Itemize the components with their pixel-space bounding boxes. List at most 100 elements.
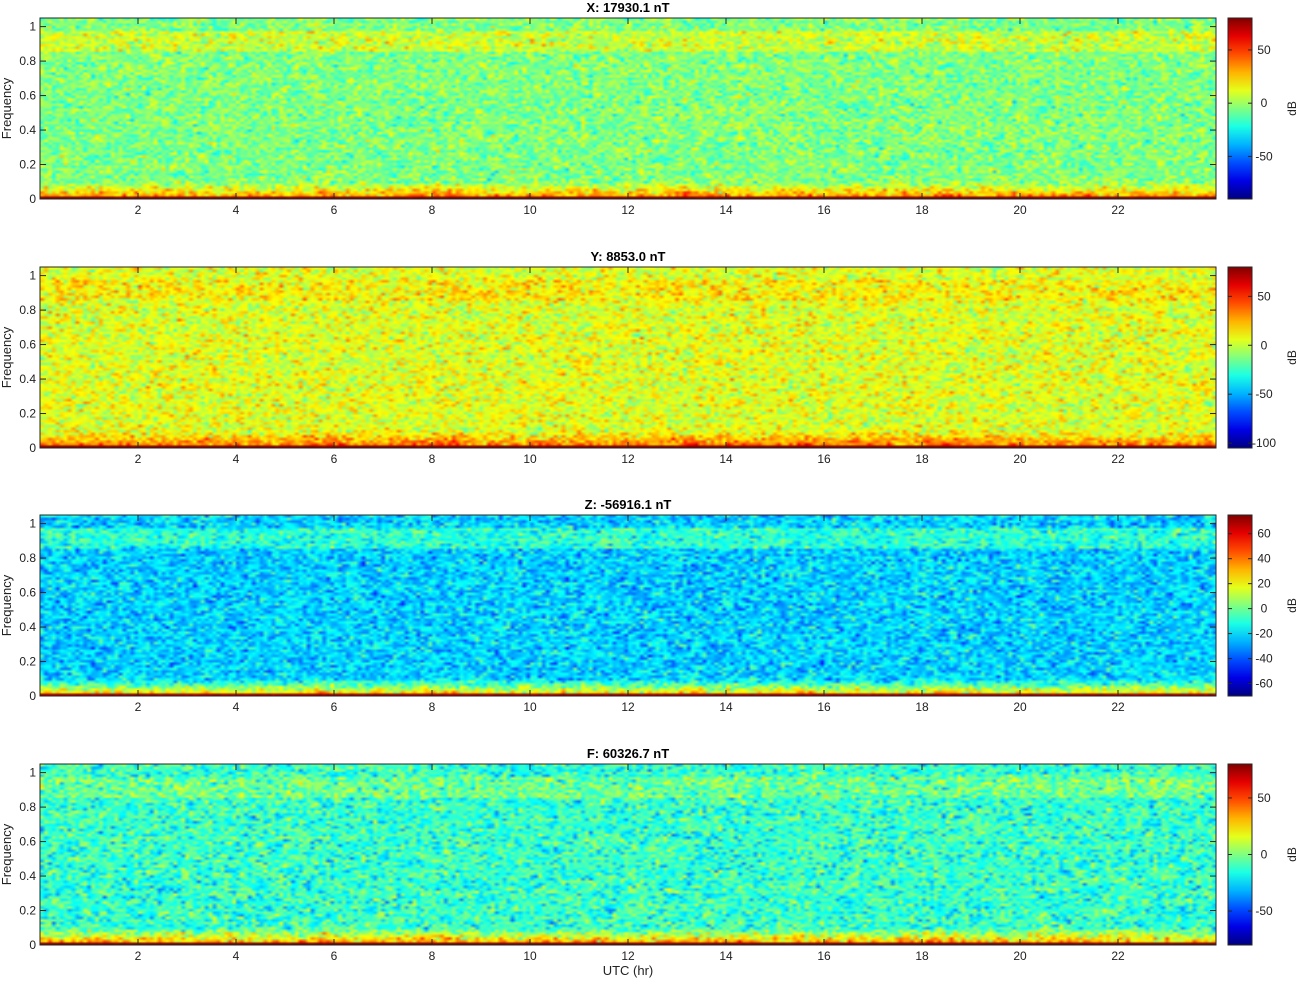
y-tick-label: 0.2 (19, 904, 36, 918)
x-tick-label: 18 (915, 203, 929, 217)
colorbar-tick-label: -50 (1255, 387, 1273, 401)
x-tick-label: 20 (1013, 700, 1027, 714)
colorbar-tick-label: 0 (1261, 338, 1268, 352)
heatmap-image (40, 764, 1216, 945)
colorbar (1227, 266, 1253, 449)
x-tick-label: 16 (817, 700, 831, 714)
colorbar-tick-label: -20 (1255, 627, 1273, 641)
y-tick-label: 0.4 (19, 372, 36, 386)
x-tick-label: 14 (719, 452, 733, 466)
colorbar-tick-label: 60 (1257, 527, 1271, 541)
y-tick-label: 0 (29, 689, 36, 703)
x-tick-label: 4 (233, 949, 240, 963)
x-tick-label: 2 (135, 700, 142, 714)
y-axis-label: Frequency (0, 823, 14, 885)
x-tick-label: 4 (233, 700, 240, 714)
y-tick-label: 1 (29, 20, 36, 34)
x-tick-label: 22 (1111, 700, 1125, 714)
y-tick-label: 0.8 (19, 800, 36, 814)
heatmap-image (40, 18, 1216, 199)
spectrogram-y: 2 4 6 8 10 12 14 16 18 20 22 0 0.2 0.4 0.6 0.8 1 Frequenc… (0, 266, 1299, 466)
x-tick-label: 8 (429, 700, 436, 714)
y-tick-label: 0.6 (19, 835, 36, 849)
colorbar-label: dB (1285, 350, 1299, 365)
colorbar-tick-label: 0 (1261, 96, 1268, 110)
x-tick-label: 2 (135, 452, 142, 466)
x-tick-label: 18 (915, 700, 929, 714)
colorbar-tick-label: -60 (1255, 677, 1273, 691)
panel-f: F: 60326.7 nT 2 4 6 8 10 12 14 16 18 20 22 0 0.2 0.4 0… (0, 746, 1305, 991)
x-tick-label: 14 (719, 700, 733, 714)
x-tick-label: 10 (523, 700, 537, 714)
x-tick-label: 22 (1111, 203, 1125, 217)
x-tick-label: 8 (429, 452, 436, 466)
x-tick-label: 18 (915, 949, 929, 963)
colorbar-label: dB (1285, 101, 1299, 116)
y-tick-label: 0.4 (19, 123, 36, 137)
y-axis-label: Frequency (0, 574, 14, 636)
y-tick-label: 0.8 (19, 54, 36, 68)
y-tick-label: 0.6 (19, 586, 36, 600)
colorbar-tick-label: 0 (1261, 602, 1268, 616)
x-tick-label: 6 (331, 452, 338, 466)
y-tick-label: 0.2 (19, 407, 36, 421)
panel-y: Y: 8853.0 nT 2 4 6 8 10 12 14 16 18 20 22 0 0.2 0.4 0.… (0, 249, 1305, 494)
y-tick-label: 0.8 (19, 551, 36, 565)
panel-x: X: 17930.1 nT 2 4 6 8 10 12 14 16 18 20 22 0 0.2 0.4 0… (0, 0, 1305, 245)
y-tick-label: 0.2 (19, 158, 36, 172)
y-tick-label: 0.6 (19, 338, 36, 352)
colorbar-tick-label: 50 (1257, 791, 1271, 805)
colorbar-tick-label: 0 (1261, 848, 1268, 862)
panel-title: Y: 8853.0 nT (590, 249, 666, 264)
y-tick-label: 1 (29, 517, 36, 531)
panel-z: Z: -56916.1 nT 2 4 6 8 10 12 14 16 18 20 22 0 0.2 0.4… (0, 497, 1305, 742)
x-tick-label: 4 (233, 452, 240, 466)
x-tick-label: 6 (331, 700, 338, 714)
panel-title: X: 17930.1 nT (586, 0, 670, 15)
y-tick-label: 0.8 (19, 303, 36, 317)
x-tick-label: 4 (233, 203, 240, 217)
x-tick-label: 12 (621, 452, 635, 466)
y-tick-label: 0.4 (19, 869, 36, 883)
spectrogram-f: 2 4 6 8 10 12 14 16 18 20 22 0 0.2 0.4 0.6 0.8 1 Frequenc… (0, 763, 1299, 963)
colorbar-tick-label: -100 (1252, 436, 1276, 450)
colorbar-tick-label: -50 (1255, 904, 1273, 918)
y-axis-label: Frequency (0, 77, 14, 139)
x-tick-label: 12 (621, 949, 635, 963)
x-tick-label: 22 (1111, 949, 1125, 963)
x-tick-label: 20 (1013, 452, 1027, 466)
colorbar-tick-label: -40 (1255, 652, 1273, 666)
y-tick-label: 0.6 (19, 89, 36, 103)
spectrogram-x: 2 4 6 8 10 12 14 16 18 20 22 0 0.2 0.4 0.6 0.8 1 Frequenc… (0, 17, 1299, 217)
colorbar-tick-label: 50 (1257, 43, 1271, 57)
colorbar-tick-label: 40 (1257, 552, 1271, 566)
x-tick-label: 16 (817, 949, 831, 963)
x-tick-label: 8 (429, 949, 436, 963)
colorbar-tick-label: -50 (1255, 149, 1273, 163)
x-tick-label: 18 (915, 452, 929, 466)
y-axis-label: Frequency (0, 326, 14, 388)
heatmap-image (40, 267, 1216, 448)
x-axis-label: UTC (hr) (602, 963, 654, 978)
y-tick-label: 0.2 (19, 655, 36, 669)
x-tick-label: 2 (135, 203, 142, 217)
colorbar-tick-label: 50 (1257, 289, 1271, 303)
panel-title: F: 60326.7 nT (586, 746, 670, 761)
x-tick-label: 6 (331, 203, 338, 217)
x-tick-label: 20 (1013, 949, 1027, 963)
x-tick-label: 10 (523, 452, 537, 466)
colorbar-label: dB (1285, 847, 1299, 862)
x-tick-label: 16 (817, 203, 831, 217)
x-tick-label: 10 (523, 203, 537, 217)
x-tick-label: 6 (331, 949, 338, 963)
y-tick-label: 1 (29, 766, 36, 780)
colorbar-label: dB (1285, 598, 1299, 613)
x-tick-label: 8 (429, 203, 436, 217)
x-tick-label: 16 (817, 452, 831, 466)
x-tick-label: 2 (135, 949, 142, 963)
colorbar (1227, 17, 1253, 200)
panel-title: Z: -56916.1 nT (584, 497, 672, 512)
x-tick-label: 10 (523, 949, 537, 963)
spectrogram-z: 2 4 6 8 10 12 14 16 18 20 22 0 0.2 0.4 0.6 0.8 1 Frequenc… (0, 514, 1299, 714)
